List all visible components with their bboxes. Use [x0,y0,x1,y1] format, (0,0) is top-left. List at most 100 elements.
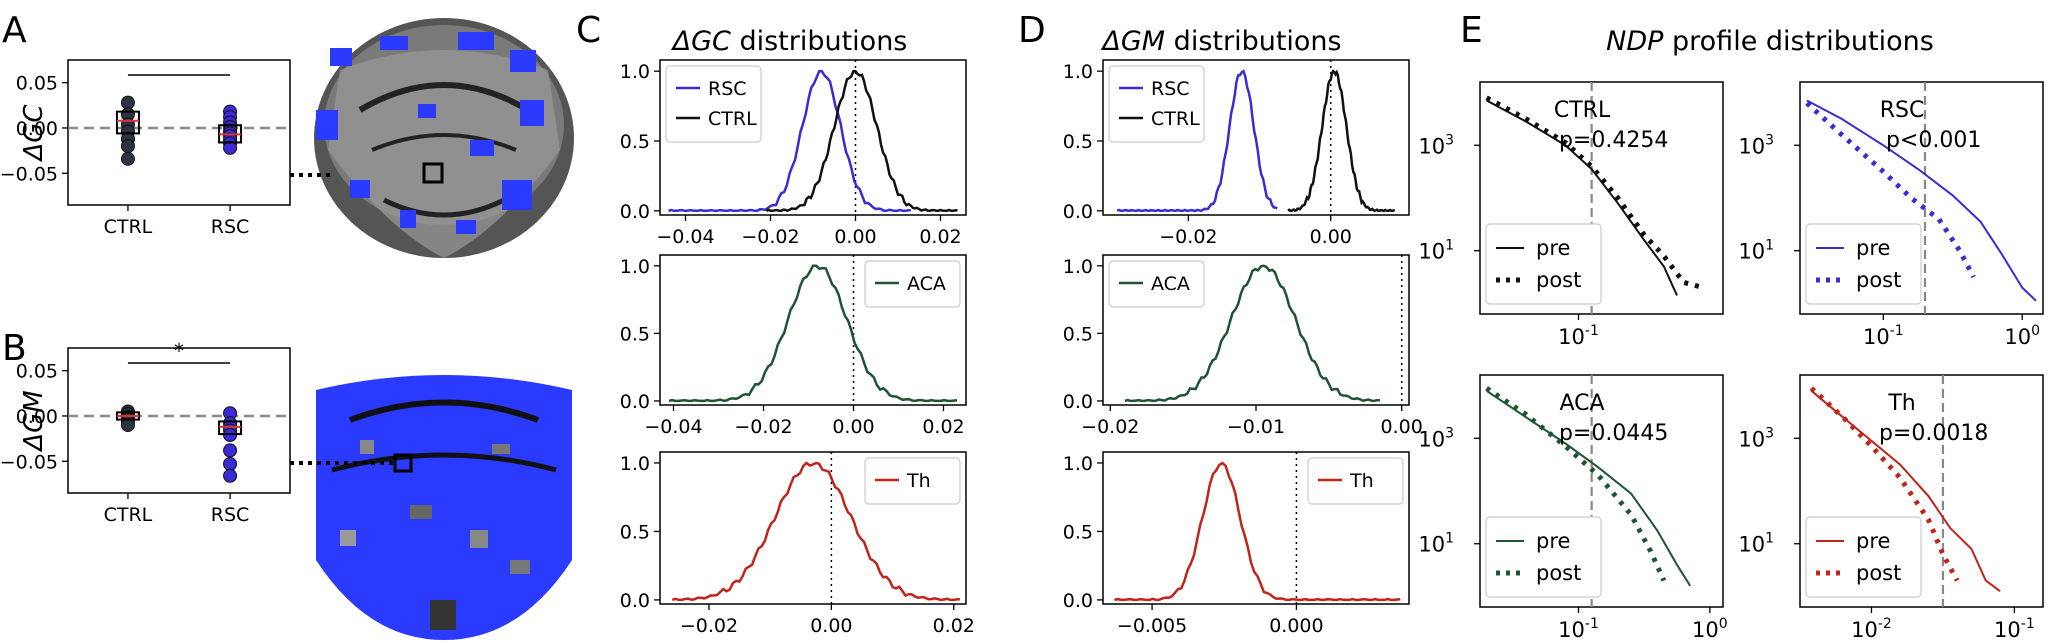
E_ctrl-chart: 101 103 10-1 CTRL p=0.4254 pre post [1418,81,1724,349]
x-tick-label: −0.01 [1227,416,1285,438]
legend-box [864,457,961,505]
y-tick-label: 103 [1738,425,1774,451]
y-axis-label: ΔGM [19,390,49,452]
y-tick-label: 1.0 [1063,256,1093,278]
y-tick-label: 0.0 [1063,590,1093,612]
data-point [223,443,238,458]
x-tick-label: 100 [1692,616,1728,642]
axes-frame [1479,374,1724,608]
y-tick-label: 0.5 [1063,521,1093,543]
legend-label-post: post [1536,268,1581,292]
y-tick-label: 101 [1738,238,1774,264]
x-tick-label: 10-1 [1863,323,1904,349]
y-tick-label: 101 [1418,238,1454,264]
y-tick-label: 0.5 [620,131,650,153]
axes-frame [659,451,967,605]
D_bot-chart: 0.0 0.5 1.0 −0.005 0.000 Th [1063,451,1410,637]
legend-label: RSC [708,78,747,100]
x-tick-label: 0.00 [834,226,876,248]
legend-box [1805,516,1922,598]
legend-label-post: post [1856,268,1901,292]
E_aca-chart: 101 103 10-1 100 ACA p=0.0445 pre post [1418,374,1728,642]
axes-frame [1799,81,2044,315]
x-tick-label: −0.04 [656,226,714,248]
p-value: p=0.4254 [1559,128,1668,153]
C_bot-chart: 0.0 0.5 1.0 −0.02 0.00 0.02 Th [620,451,975,637]
y-tick-label: 101 [1418,531,1454,557]
y-tick-label: 0.00 [16,118,58,140]
x-tick-label: CTRL [104,504,153,526]
series-pre [1486,99,1678,296]
panel-letter-B: B [2,328,27,369]
x-tick-label: −0.02 [680,615,738,637]
C_mid-chart: 0.0 0.5 1.0 −0.04 −0.02 0.00 0.02 ACA [620,254,967,438]
significance-label: * [174,339,184,363]
y-tick-label: 0.0 [1063,201,1093,223]
data-point [223,468,238,483]
y-tick-label: 0.0 [620,391,650,413]
section-title-E: NDP profile distributions [1606,26,1934,57]
subpanel-label: RSC [1880,98,1925,123]
series-line-rsc [668,69,911,213]
legend-label-post: post [1536,561,1581,585]
data-point [223,457,238,471]
x-tick-label: 10-1 [1994,616,2035,642]
x-tick-label: 0.02 [922,416,964,438]
panel-letter-C: C [576,10,601,51]
y-axis-label: ΔGC [19,104,49,163]
legend-label: ACA [907,273,946,295]
legend-box [1485,516,1602,598]
series-line-ctrl [1287,69,1396,213]
legend-box [1108,65,1205,143]
axes-frame [1479,81,1724,315]
legend-box [1805,223,1922,305]
legend-label-post: post [1856,561,1901,585]
charts-layer: −0.05 0.00 0.05 ΔGC CTRL RSC −0.05 0.00 0.05 ΔGM C… [0,59,2044,642]
x-tick-label: 100 [2004,323,2040,349]
section-title-C: ΔGC distributions [671,26,908,57]
p-value: p=0.0018 [1879,421,1988,446]
series-line-aca [1124,264,1380,403]
axes-frame [1102,451,1410,605]
legend-label: Th [906,470,931,492]
legend-label: Th [1349,470,1374,492]
axes-frame [659,59,967,216]
axes-frame [1799,374,2044,608]
x-tick-label: −0.02 [741,226,799,248]
legend-label-pre: pre [1856,529,1890,553]
x-tick-label: 10-1 [1558,323,1599,349]
p-value: p=0.0445 [1559,421,1668,446]
y-tick-label: 103 [1418,132,1454,158]
subpanel-label: ACA [1560,391,1605,416]
D_top-chart: 0.0 0.5 1.0 −0.02 0.00 RSC CTRL [1063,59,1410,248]
E_rsc-chart: 101 103 10-1 100 RSC p<0.001 pre post [1738,81,2044,349]
x-tick-label: 0.00 [810,615,852,637]
panel-letter-D: D [1018,10,1046,51]
x-tick-label: 10-2 [1851,616,1892,642]
C_top-chart: 0.0 0.5 1.0 −0.04 −0.02 0.00 0.02 RSC CTRL [620,59,967,248]
x-tick-label: 0.02 [919,226,961,248]
series-post [1805,101,1976,279]
x-tick-label: 0.00 [1310,226,1352,248]
y-tick-label: 103 [1738,132,1774,158]
brain-image-gc [314,18,574,258]
axes-frame [659,254,967,406]
y-tick-label: 101 [1738,531,1774,557]
panel-letter-A: A [2,10,27,51]
legend-box [1485,223,1602,305]
legend-label: CTRL [708,108,757,130]
y-tick-label: −0.05 [0,451,58,473]
y-tick-label: 1.0 [620,453,650,475]
x-tick-label: 0.00 [1381,416,1423,438]
x-tick-label: 0.00 [832,416,874,438]
x-tick-label: 0.02 [933,615,975,637]
axes-frame [67,59,291,206]
y-tick-label: 0.5 [620,521,650,543]
E_th-chart: 101 103 10-2 10-1 Th p=0.0018 pre post [1738,374,2044,642]
legend-label: ACA [1151,273,1190,295]
x-tick-label: −0.04 [644,416,702,438]
y-tick-label: −0.05 [0,163,58,185]
y-tick-label: 0.5 [620,323,650,345]
data-point [120,418,135,433]
